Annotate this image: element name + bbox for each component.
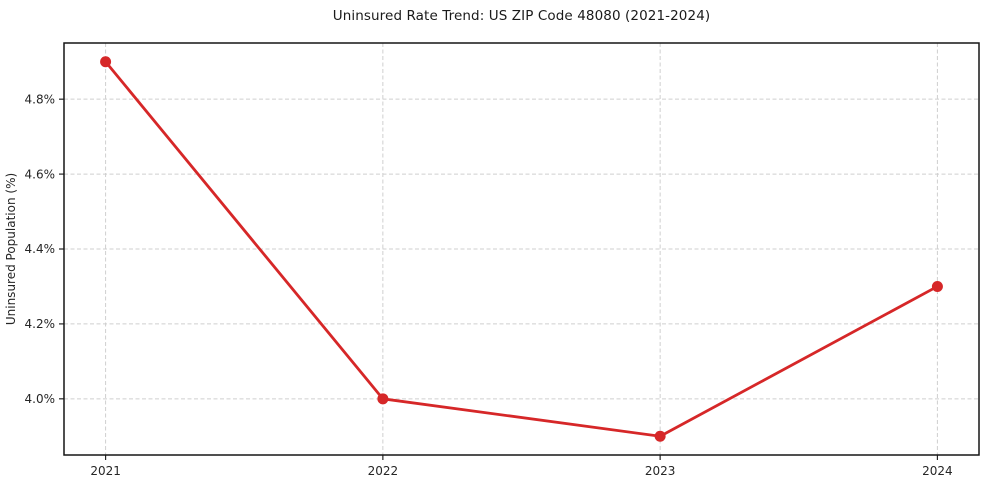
x-tick-label: 2024 (922, 464, 953, 478)
y-tick-label: 4.0% (25, 392, 56, 406)
x-tick-label: 2022 (368, 464, 399, 478)
y-tick-label: 4.4% (25, 242, 56, 256)
data-point (654, 430, 666, 442)
y-tick-label: 4.6% (25, 167, 56, 181)
y-tick-label: 4.8% (25, 92, 56, 106)
trend-line (104, 60, 939, 438)
plot-border (63, 42, 980, 456)
x-tick-label: 2021 (90, 464, 121, 478)
y-tick-label: 4.2% (25, 317, 56, 331)
x-tick-label: 2023 (645, 464, 676, 478)
data-point (377, 393, 389, 405)
data-point (100, 56, 112, 68)
y-axis-label: Uninsured Population (%) (4, 173, 18, 325)
chart-title: Uninsured Rate Trend: US ZIP Code 48080 … (332, 8, 711, 24)
data-point (931, 280, 943, 292)
